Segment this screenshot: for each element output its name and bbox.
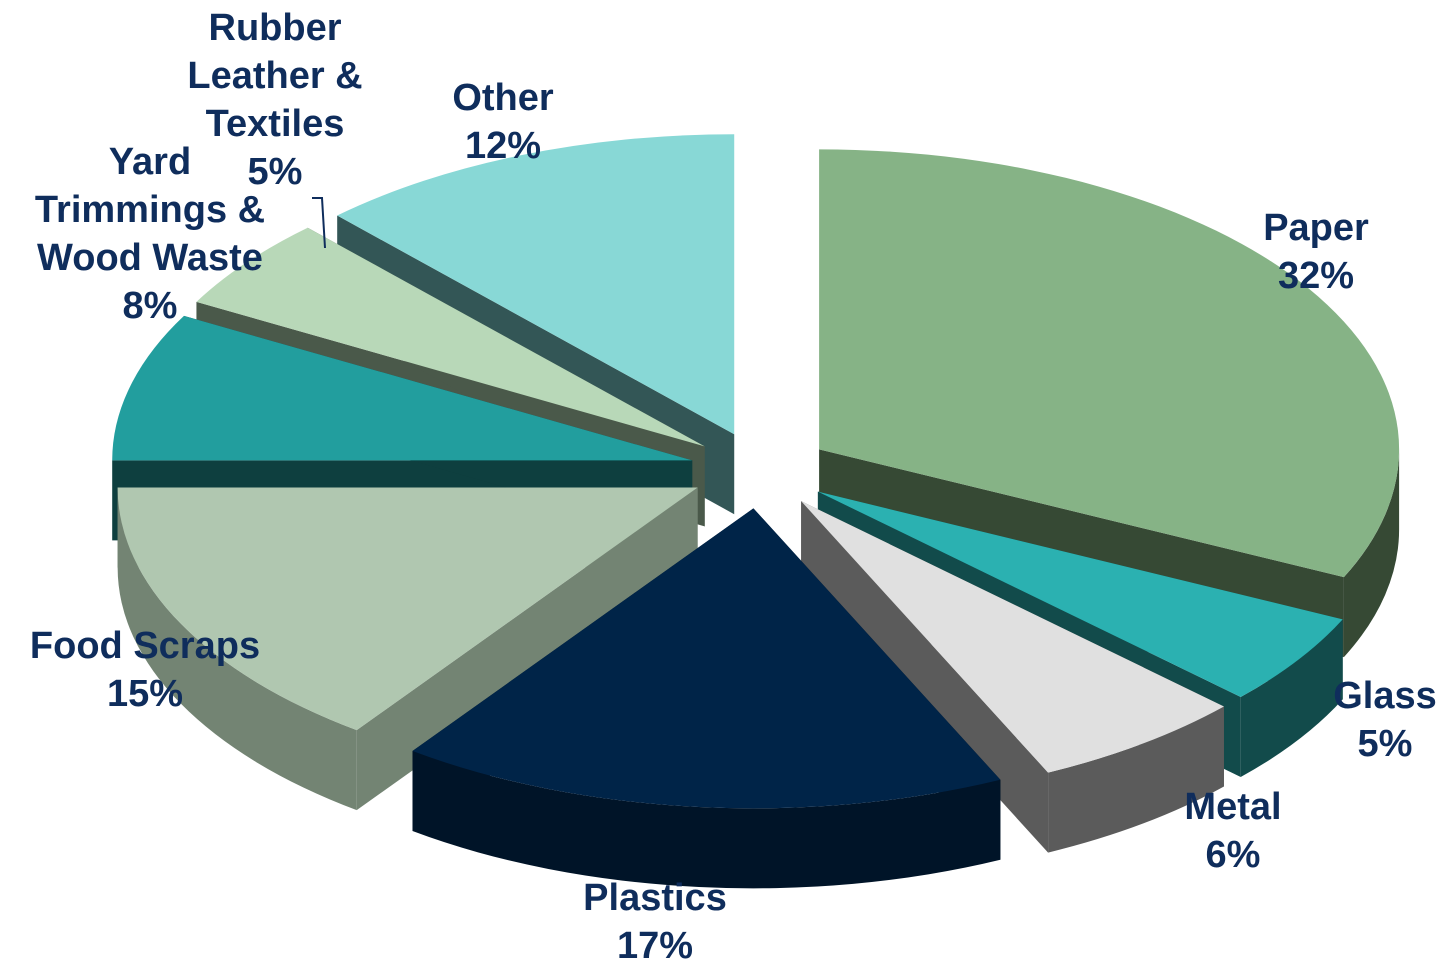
slice-label-glass: Glass 5% bbox=[1333, 672, 1437, 768]
slice-pct-yard: 8% bbox=[122, 285, 178, 327]
slice-name-plastics: Plastics bbox=[583, 877, 727, 919]
slice-top-metal bbox=[801, 501, 1224, 773]
slice-rim-glass bbox=[1240, 619, 1343, 778]
slice-rim-food-scraps bbox=[117, 487, 357, 811]
slice-name-food-scraps: Food Scraps bbox=[29, 625, 261, 667]
slice-name-other: Other bbox=[452, 77, 554, 119]
slice-wall-food-scraps bbox=[356, 487, 698, 811]
slice-rim-paper bbox=[1343, 449, 1400, 658]
leader-line-rubber bbox=[312, 197, 326, 249]
slice-name-yard-line2: Trimmings & bbox=[34, 189, 266, 231]
slice-label-food-scraps: Food Scraps 15% bbox=[30, 622, 260, 718]
slice-top-paper bbox=[819, 149, 1400, 578]
slice-label-other: Other 12% bbox=[452, 74, 553, 170]
slice-label-metal: Metal 6% bbox=[1184, 783, 1281, 879]
slice-name-rubber-line1: Rubber bbox=[208, 7, 342, 49]
slice-top-food-scraps bbox=[117, 487, 698, 731]
slice-pct-glass: 5% bbox=[1357, 723, 1413, 765]
slice-label-rubber-leather-textiles: Rubber Leather & Textiles 5% bbox=[187, 4, 362, 196]
slice-name-glass: Glass bbox=[1333, 675, 1437, 717]
slice-label-yard-trimmings: Yard Trimmings & Wood Waste 8% bbox=[35, 138, 265, 330]
slice-pct-plastics: 17% bbox=[616, 925, 694, 967]
slice-pct-rubber: 5% bbox=[247, 151, 303, 193]
slice-name-yard-line1: Yard bbox=[108, 141, 192, 183]
slice-top-rubber-leather-textiles bbox=[196, 227, 705, 447]
slice-label-plastics: Plastics 17% bbox=[583, 874, 727, 970]
slice-food-scraps bbox=[117, 487, 698, 811]
slice-plastics bbox=[412, 508, 1001, 889]
slice-top-yard-trimmings-wood-waste bbox=[112, 315, 693, 461]
slice-name-paper: Paper bbox=[1263, 207, 1369, 249]
slice-pct-food-scraps: 15% bbox=[106, 673, 184, 715]
slice-pct-paper: 32% bbox=[1277, 255, 1355, 297]
slice-name-metal: Metal bbox=[1184, 786, 1282, 828]
slice-top-glass bbox=[817, 491, 1343, 698]
slice-pct-metal: 6% bbox=[1205, 834, 1261, 876]
slice-top-plastics bbox=[412, 508, 1001, 809]
slice-label-paper: Paper 32% bbox=[1263, 204, 1369, 300]
slice-name-rubber-line3: Textiles bbox=[205, 103, 345, 145]
slice-pct-other: 12% bbox=[464, 125, 542, 167]
slice-top-other bbox=[337, 134, 735, 435]
slice-rim-metal bbox=[1048, 706, 1224, 853]
slice-name-yard-line3: Wood Waste bbox=[37, 237, 263, 279]
slice-rim-plastics bbox=[412, 751, 1001, 889]
slice-name-rubber-line2: Leather & bbox=[187, 55, 363, 97]
